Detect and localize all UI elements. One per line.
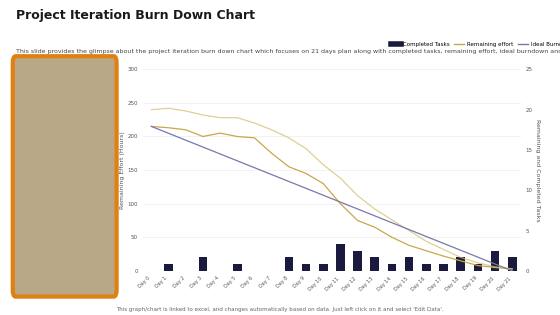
Bar — [336, 244, 345, 271]
Bar — [302, 264, 310, 271]
Bar — [353, 251, 362, 271]
Text: Project Iteration Burn Down Chart: Project Iteration Burn Down Chart — [16, 9, 255, 22]
Bar — [319, 264, 328, 271]
Legend: Completed Tasks, Remaining effort, Ideal Burndown, Remaining Tasks: Completed Tasks, Remaining effort, Ideal… — [388, 40, 560, 49]
Bar — [199, 257, 207, 271]
Bar — [422, 264, 431, 271]
Y-axis label: Remaining Effort (Hours): Remaining Effort (Hours) — [120, 131, 125, 209]
Bar — [388, 264, 396, 271]
Bar — [405, 257, 413, 271]
Bar — [439, 264, 448, 271]
Bar — [164, 264, 173, 271]
Bar — [508, 257, 516, 271]
Y-axis label: Remaining and Completed Tasks: Remaining and Completed Tasks — [535, 119, 540, 221]
Bar — [233, 264, 241, 271]
Text: This slide provides the glimpse about the project iteration burn down chart whic: This slide provides the glimpse about th… — [16, 49, 560, 54]
Bar — [456, 257, 465, 271]
FancyBboxPatch shape — [13, 56, 116, 297]
Bar — [371, 257, 379, 271]
Bar — [474, 264, 482, 271]
Bar — [284, 257, 293, 271]
Bar — [491, 251, 500, 271]
Text: This graph/chart is linked to excel, and changes automatically based on data. Ju: This graph/chart is linked to excel, and… — [116, 307, 444, 312]
